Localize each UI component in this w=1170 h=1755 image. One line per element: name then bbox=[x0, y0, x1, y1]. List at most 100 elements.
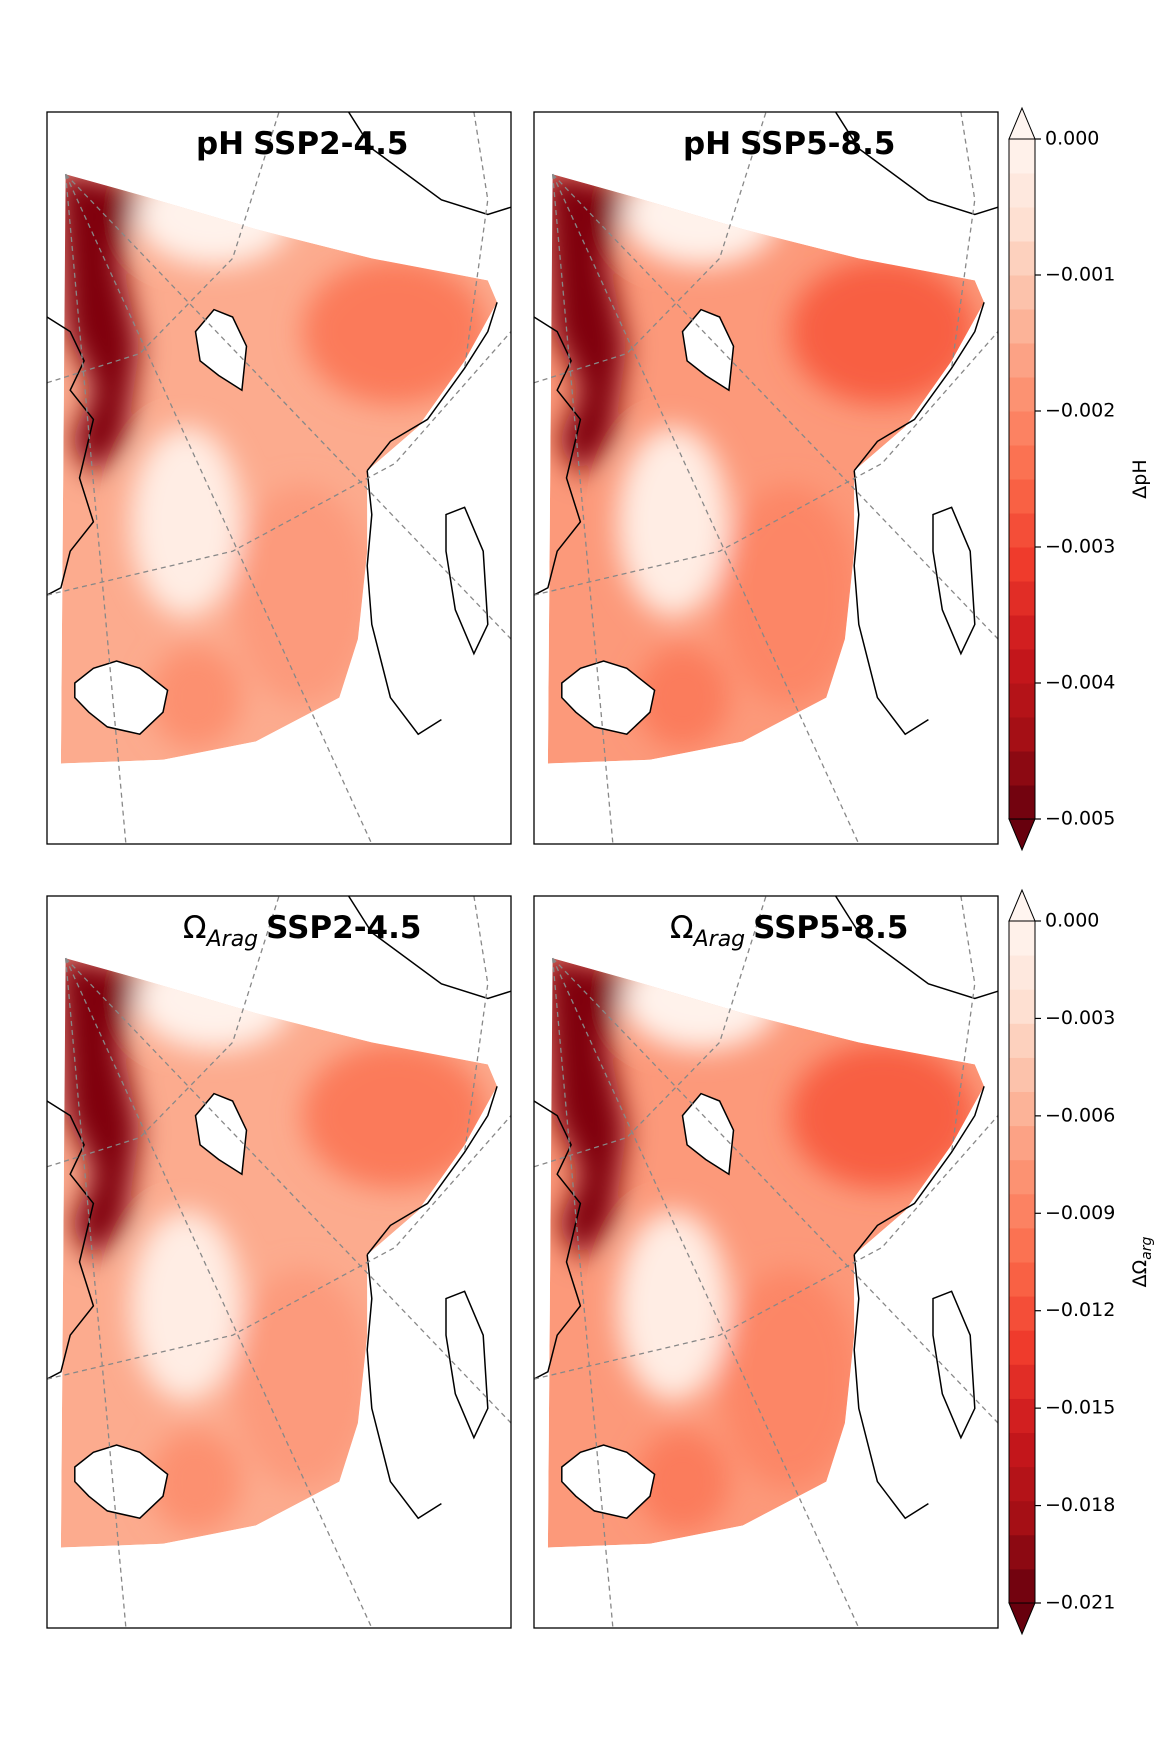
colorbar-tick-label: −0.001 bbox=[1045, 264, 1115, 286]
colorbar-band bbox=[1009, 581, 1035, 616]
coastline bbox=[366, 1254, 442, 1520]
anomaly bbox=[719, 1269, 859, 1489]
colorbar-band bbox=[1009, 1466, 1035, 1502]
svalbard bbox=[194, 308, 248, 392]
colorbar-band bbox=[1009, 921, 1035, 956]
anomaly bbox=[622, 174, 780, 266]
svalbard bbox=[194, 1092, 248, 1176]
graticule bbox=[47, 331, 511, 596]
colorbar-band bbox=[1009, 1125, 1035, 1161]
colorbar-band bbox=[1009, 343, 1035, 378]
iceland bbox=[74, 660, 169, 736]
coastline bbox=[347, 895, 512, 1000]
colorbar-band bbox=[1009, 785, 1035, 820]
title-scenario: SSP5-8.5 bbox=[753, 910, 908, 946]
anomaly bbox=[149, 646, 242, 749]
iceland bbox=[561, 1444, 656, 1520]
anomaly bbox=[636, 646, 729, 749]
colorbar-band bbox=[1009, 1500, 1035, 1536]
graticule bbox=[463, 896, 489, 1153]
coastline bbox=[853, 1086, 985, 1256]
anomaly bbox=[617, 426, 729, 618]
graticule bbox=[64, 174, 127, 844]
svalbard bbox=[681, 308, 735, 392]
colorbar-tick-label: −0.018 bbox=[1045, 1494, 1115, 1516]
colorbar-band bbox=[1009, 649, 1035, 684]
colorbar-band bbox=[1009, 1330, 1035, 1365]
colorbar-band bbox=[1009, 309, 1035, 344]
colorbar-band bbox=[1009, 1193, 1035, 1229]
anomaly bbox=[547, 174, 627, 478]
colorbar-band bbox=[1009, 411, 1035, 446]
title-symbol: pH bbox=[196, 126, 244, 162]
coastline bbox=[46, 316, 95, 596]
anomaly bbox=[60, 958, 140, 1262]
colorbar-band bbox=[1009, 479, 1035, 514]
colorbar-band bbox=[1009, 275, 1035, 310]
colorbar-band bbox=[1009, 547, 1035, 582]
coastline bbox=[445, 506, 489, 656]
colorbar-band bbox=[1009, 1432, 1035, 1468]
coastline bbox=[932, 1290, 976, 1440]
map-panel: ΩArag SSP2-4.5 bbox=[46, 895, 512, 1629]
coastline bbox=[533, 316, 582, 596]
anomaly bbox=[60, 174, 140, 478]
anomaly bbox=[135, 174, 293, 266]
iceland bbox=[561, 660, 656, 736]
colorbar-tick-label: −0.021 bbox=[1045, 1592, 1115, 1614]
graticule bbox=[552, 173, 860, 844]
title-scenario: SSP2-4.5 bbox=[253, 126, 408, 162]
colorbar-band bbox=[1009, 1057, 1035, 1092]
colorbar: 0.000 −0.001 −0.002 −0.003 −0.004 −0.005 ΔpH bbox=[1008, 106, 1151, 852]
colorbar-extend bbox=[1008, 1602, 1036, 1636]
coastline bbox=[366, 470, 442, 736]
colorbar-tick-label: −0.005 bbox=[1045, 808, 1115, 830]
anomaly bbox=[789, 258, 975, 405]
colorbar-band bbox=[1009, 1262, 1035, 1297]
coastline bbox=[347, 111, 512, 216]
colorbar-band bbox=[1009, 207, 1035, 242]
coastline bbox=[853, 470, 929, 736]
colorbar-frame bbox=[1008, 920, 1036, 1604]
label-subscript: arg bbox=[1139, 1237, 1155, 1260]
colorbar-tick-label: −0.012 bbox=[1045, 1299, 1115, 1321]
colorbar-band bbox=[1009, 615, 1035, 650]
title-symbol: pH bbox=[683, 126, 731, 162]
graticule bbox=[551, 174, 614, 844]
colorbar-band bbox=[1009, 989, 1035, 1024]
blobs bbox=[547, 958, 975, 1533]
colorbar-extend bbox=[1008, 888, 1036, 922]
panel-title: ΩArag SSP5-8.5 bbox=[670, 910, 909, 952]
anomaly bbox=[130, 426, 242, 618]
coastline bbox=[445, 1290, 489, 1440]
map-panel: pH SSP5-8.5 bbox=[533, 111, 999, 845]
anomaly bbox=[135, 958, 293, 1050]
colorbar-tick-label: 0.000 bbox=[1045, 910, 1099, 932]
colorbar: 0.000 −0.003 −0.006 −0.009 −0.012 −0.015 −0.01… bbox=[1008, 888, 1155, 1636]
colorbar-band bbox=[1009, 377, 1035, 412]
coastline bbox=[932, 506, 976, 656]
field bbox=[60, 958, 498, 1548]
anomaly bbox=[789, 1042, 975, 1189]
panel-title: pH SSP5-8.5 bbox=[683, 126, 895, 162]
graticule bbox=[950, 112, 976, 369]
colorbar-band bbox=[1009, 173, 1035, 208]
colorbar-tick-label: −0.003 bbox=[1045, 536, 1115, 558]
colorbar-band bbox=[1009, 1023, 1035, 1058]
coastline bbox=[366, 1086, 498, 1256]
anomaly bbox=[302, 1042, 488, 1189]
title-symbol: Ω bbox=[670, 910, 694, 946]
graticule bbox=[534, 896, 767, 1168]
colorbar-band bbox=[1009, 1227, 1035, 1263]
graticule bbox=[950, 896, 976, 1153]
label-symbol: ΔΩ bbox=[1129, 1260, 1151, 1288]
graticule bbox=[463, 112, 489, 369]
title-subscript: Arag bbox=[205, 927, 259, 952]
blobs bbox=[60, 958, 488, 1533]
graticule bbox=[65, 957, 373, 1628]
coastline bbox=[533, 1100, 582, 1380]
anomaly bbox=[302, 258, 488, 405]
anomaly bbox=[719, 485, 859, 705]
colorbar-tick-label: −0.002 bbox=[1045, 400, 1115, 422]
